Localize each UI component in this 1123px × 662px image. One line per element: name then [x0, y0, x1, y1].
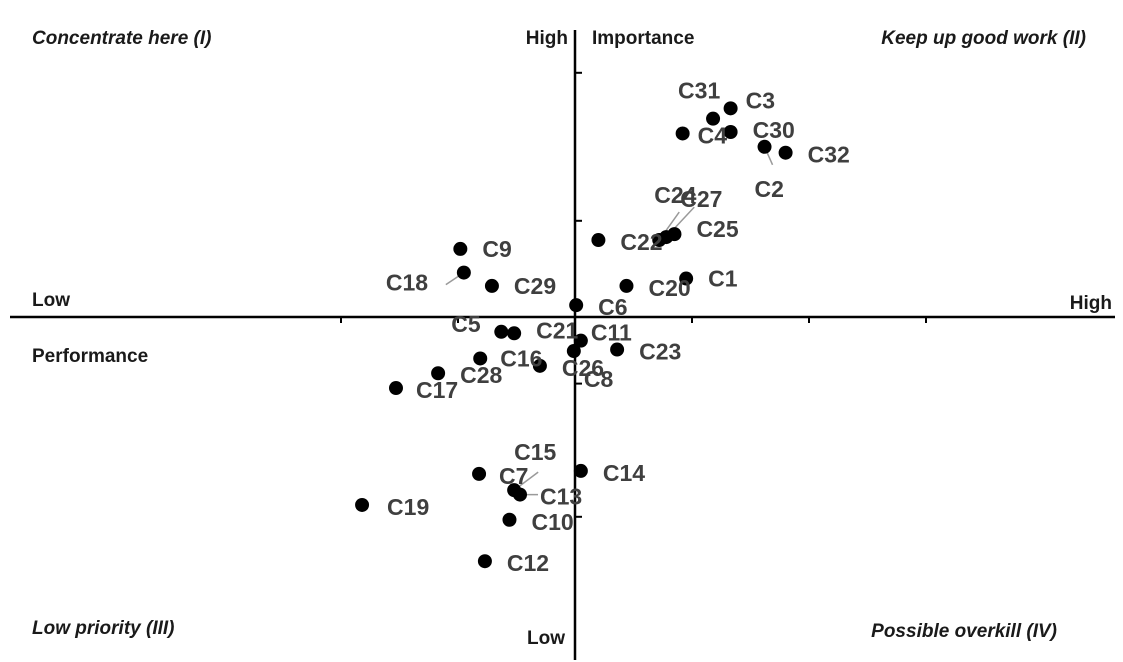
- point-c3: [723, 101, 738, 116]
- point-c19: [355, 497, 370, 512]
- quadrant-label-keep-up: Keep up good work (II): [881, 28, 1086, 49]
- point-c31: [706, 111, 721, 126]
- point-label-c18: C18: [386, 270, 428, 296]
- point-c9: [453, 241, 468, 256]
- point-c32: [778, 145, 793, 160]
- quadrant-label-overkill: Possible overkill (IV): [871, 621, 1057, 642]
- point-label-c30: C30: [753, 117, 795, 143]
- y-axis-title: Importance: [592, 28, 694, 49]
- point-label-c10: C10: [531, 509, 573, 535]
- point-c14: [573, 463, 588, 478]
- point-label-c17: C17: [416, 377, 458, 403]
- x-axis-title: Performance: [32, 346, 148, 367]
- axes: [10, 30, 1115, 660]
- point-label-c13: C13: [540, 484, 582, 510]
- point-c2: [757, 139, 772, 154]
- point-c22: [591, 233, 606, 248]
- point-label-c1: C1: [708, 266, 738, 292]
- point-c16: [473, 351, 488, 366]
- point-label-c12: C12: [507, 550, 549, 576]
- point-label-c16: C16: [500, 345, 542, 371]
- point-c29: [484, 278, 499, 293]
- point-c27: [659, 230, 674, 245]
- point-c7: [472, 466, 487, 481]
- point-label-c4: C4: [698, 122, 728, 148]
- point-label-c2: C2: [755, 176, 784, 202]
- point-label-c8: C8: [584, 366, 614, 392]
- point-label-c27: C27: [680, 186, 722, 212]
- point-label-c7: C7: [499, 463, 528, 489]
- point-labels: C1C2C3C4C5C6C7C8C9C10C11C12C13C14C15C16C…: [386, 78, 850, 577]
- point-c1: [679, 271, 694, 286]
- point-label-c21: C21: [536, 317, 578, 343]
- x-axis-high-label: High: [1070, 293, 1112, 314]
- axis-ticks: [340, 71, 927, 518]
- point-label-c31: C31: [678, 78, 720, 104]
- point-c23: [610, 342, 625, 357]
- x-axis-low-label: Low: [32, 290, 70, 311]
- point-c28: [431, 366, 446, 381]
- point-c17: [388, 381, 403, 396]
- point-label-c25: C25: [696, 216, 738, 242]
- data-points: [355, 101, 793, 569]
- point-c4: [675, 126, 690, 141]
- point-label-c22: C22: [620, 229, 662, 255]
- point-c6: [569, 298, 584, 313]
- point-label-c28: C28: [460, 362, 502, 388]
- point-c11: [573, 333, 588, 348]
- point-c5: [494, 324, 509, 339]
- point-label-c29: C29: [514, 273, 556, 299]
- point-c12: [477, 554, 492, 569]
- point-c18: [456, 265, 471, 280]
- point-c21: [507, 326, 522, 341]
- quadrant-label-low-priority: Low priority (III): [32, 618, 175, 639]
- y-axis-high-label: High: [526, 28, 568, 49]
- point-c20: [619, 278, 634, 293]
- point-label-c9: C9: [482, 236, 511, 262]
- point-c26: [532, 358, 547, 373]
- point-c15: [507, 483, 522, 498]
- point-c8: [566, 344, 581, 359]
- point-label-c19: C19: [387, 494, 429, 520]
- point-label-c6: C6: [598, 294, 627, 320]
- point-label-c5: C5: [451, 311, 481, 337]
- quadrant-label-concentrate: Concentrate here (I): [32, 28, 211, 49]
- point-label-c14: C14: [603, 460, 645, 486]
- point-label-c26: C26: [562, 355, 604, 381]
- point-label-c3: C3: [746, 87, 775, 113]
- point-label-c23: C23: [639, 339, 681, 365]
- point-label-c11: C11: [591, 320, 632, 346]
- point-label-c15: C15: [514, 439, 556, 465]
- point-c30: [723, 125, 738, 139]
- point-label-c20: C20: [648, 275, 690, 301]
- point-label-c24: C24: [654, 182, 696, 208]
- y-axis-low-label: Low: [527, 628, 565, 649]
- point-c10: [502, 512, 517, 527]
- point-label-c32: C32: [808, 142, 850, 168]
